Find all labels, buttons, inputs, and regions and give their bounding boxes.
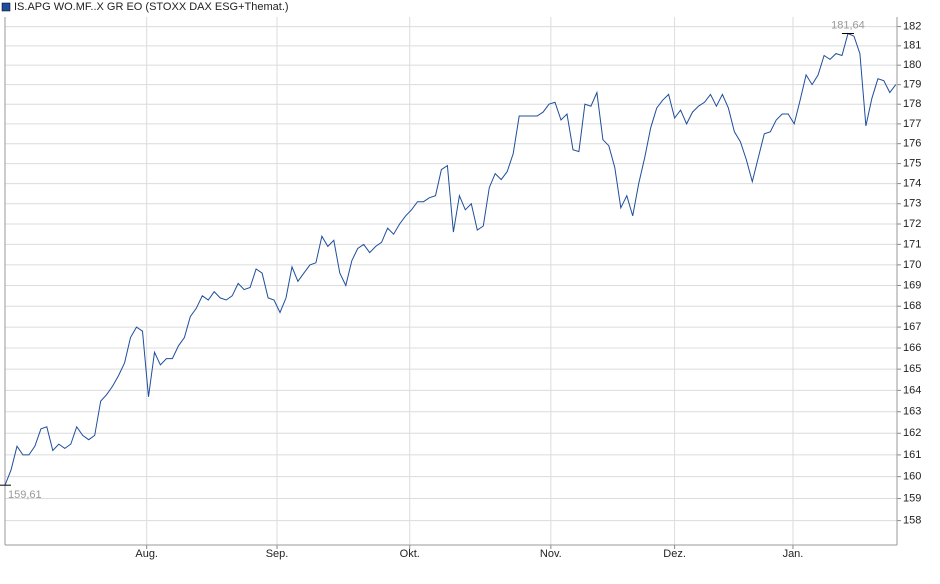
y-tick-label: 173 bbox=[903, 198, 921, 210]
y-tick-label: 177 bbox=[903, 118, 921, 130]
legend-swatch bbox=[1, 2, 11, 12]
x-tick-label: Dez. bbox=[663, 548, 686, 560]
x-tick-label: Aug. bbox=[135, 548, 158, 560]
y-tick-label: 158 bbox=[903, 514, 921, 526]
x-tick-label: Okt. bbox=[400, 548, 420, 560]
y-tick-label: 161 bbox=[903, 449, 921, 461]
x-tick-label: Jan. bbox=[783, 548, 804, 560]
y-tick-label: 175 bbox=[903, 158, 921, 170]
y-tick-label: 159 bbox=[903, 492, 921, 504]
annotation-label: 159,61 bbox=[8, 489, 42, 501]
y-tick-label: 164 bbox=[903, 384, 921, 396]
y-tick-label: 179 bbox=[903, 79, 921, 91]
y-tick-label: 160 bbox=[903, 471, 921, 483]
y-tick-label: 163 bbox=[903, 406, 921, 418]
y-tick-label: 170 bbox=[903, 259, 921, 271]
y-tick-label: 167 bbox=[903, 321, 921, 333]
y-tick-label: 162 bbox=[903, 427, 921, 439]
y-tick-label: 166 bbox=[903, 342, 921, 354]
y-tick-label: 176 bbox=[903, 138, 921, 150]
x-tick-label: Sep. bbox=[266, 548, 289, 560]
y-tick-label: 180 bbox=[903, 59, 921, 71]
y-tick-label: 169 bbox=[903, 279, 921, 291]
annotation-label: 181,64 bbox=[831, 19, 865, 31]
y-tick-label: 168 bbox=[903, 300, 921, 312]
y-tick-label: 174 bbox=[903, 178, 921, 190]
y-tick-label: 178 bbox=[903, 98, 921, 110]
y-tick-label: 171 bbox=[903, 238, 921, 250]
x-tick-label: Nov. bbox=[540, 548, 562, 560]
y-tick-label: 172 bbox=[903, 218, 921, 230]
y-tick-label: 165 bbox=[903, 363, 921, 375]
y-tick-label: 182 bbox=[903, 20, 921, 32]
line-series bbox=[4, 32, 897, 486]
legend-label: IS.APG WO.MF..X GR EO (STOXX DAX ESG+The… bbox=[14, 1, 289, 13]
y-tick-label: 181 bbox=[903, 40, 921, 52]
